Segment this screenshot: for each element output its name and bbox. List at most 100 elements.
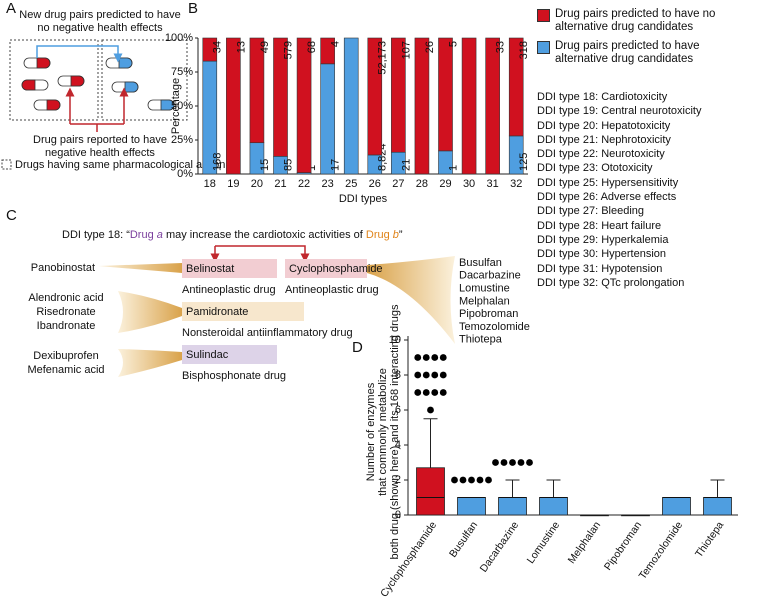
- x-tick-label: 29: [439, 178, 451, 190]
- outlier: [476, 476, 484, 484]
- outlier: [414, 371, 422, 379]
- count-label: 34: [212, 41, 224, 53]
- legend-label: Drug pairs predicted to have no alternat…: [555, 8, 716, 33]
- capsule-half: [46, 99, 61, 111]
- bar-segment: [461, 37, 477, 175]
- outlier: [414, 389, 422, 396]
- ddi-type: DDI type 25: Hypersensitivity: [537, 176, 679, 189]
- left-drug: Alendronic acid: [28, 292, 103, 304]
- bar-segment: [508, 37, 524, 137]
- legend-swatch: [537, 41, 550, 54]
- outlier: [492, 459, 499, 466]
- title-part: b: [393, 229, 399, 241]
- ddi-type: DDI type 19: Central neurotoxicity: [537, 105, 702, 118]
- bar-segment: [414, 37, 430, 175]
- x-tick-label: Cyclophosphamide: [378, 519, 439, 599]
- right-drug: Thiotepa: [459, 334, 503, 346]
- x-tick-label: 28: [416, 178, 428, 190]
- box: [457, 497, 486, 516]
- y-axis-title: both drug (shown here) and its 168 inter…: [389, 304, 401, 559]
- y-axis-title: that commonly metabolize: [377, 368, 389, 496]
- x-tick-label: Dacarbazine: [478, 519, 522, 574]
- legend-item: Drug pairs predicted to have alternative…: [537, 40, 751, 66]
- right-drug: Temozolomide: [459, 321, 530, 333]
- right-drug: Melphalan: [459, 295, 510, 307]
- left-drug: Ibandronate: [37, 320, 96, 332]
- count-label: 1: [306, 165, 318, 171]
- outlier: [517, 459, 525, 466]
- bar-segment: [226, 37, 241, 175]
- bar-segment: [202, 37, 218, 62]
- y-axis-title: Percentage: [170, 78, 182, 134]
- right-drug: Lomustine: [459, 283, 510, 295]
- ddi-type: DDI type 26: Adverse effects: [537, 191, 677, 204]
- bar-segment: [273, 37, 288, 157]
- red-arrow: [215, 245, 310, 263]
- x-tick-label: 31: [487, 178, 499, 190]
- funnel: [98, 263, 182, 273]
- bar-segment: [249, 37, 265, 144]
- panel-a-text: New drug pairs predicted to have: [19, 9, 180, 21]
- bar-segment: [438, 37, 453, 152]
- ddi-type: DDI type 18: Cardiotoxicity: [537, 91, 668, 103]
- outlier: [439, 389, 447, 396]
- ddi-type: DDI type 22: Neurotoxicity: [537, 148, 665, 161]
- y-tick-label: 8: [395, 369, 401, 381]
- count-label: 17: [330, 159, 342, 171]
- right-list: BusulfanDacarbazineLomustineMelphalanPip…: [459, 257, 530, 346]
- capsule-half: [36, 57, 51, 69]
- x-tick-label: 22: [298, 178, 310, 190]
- left-drug: Risedronate: [36, 306, 95, 318]
- count-label: 168: [212, 153, 224, 171]
- ddi-type: DDI type 29: Hyperkalemia: [537, 233, 669, 246]
- y-tick-label: 6: [395, 404, 401, 416]
- outlier: [526, 459, 533, 466]
- count-label: 318: [518, 41, 530, 59]
- outlier: [439, 371, 447, 379]
- ddi-type-list: DDI type 18: Cardiotoxicity DDI type 19: …: [537, 90, 701, 290]
- panel-label: C: [6, 207, 17, 224]
- outlier: [422, 354, 430, 361]
- outlier: [509, 459, 516, 466]
- capsules: [21, 57, 175, 111]
- y-tick-label: 50%: [171, 100, 193, 112]
- panel-a-text: no negative health effects: [37, 22, 163, 34]
- y-tick-label: 75%: [171, 66, 193, 78]
- count-label: 21: [400, 159, 412, 171]
- outlier: [431, 389, 439, 396]
- funnel: [118, 349, 182, 377]
- drug-box: [182, 302, 304, 321]
- title-part: Drug: [130, 229, 157, 241]
- count-label: 49: [259, 41, 271, 53]
- outlier: [500, 459, 508, 466]
- box: [498, 497, 527, 516]
- count-label: 5: [447, 41, 459, 47]
- outlier: [451, 476, 458, 484]
- x-tick-label: 21: [274, 178, 286, 190]
- count-label: 107: [400, 41, 412, 59]
- y-axis-title: Number of enzymes: [365, 382, 377, 481]
- capsule-half: [124, 81, 139, 93]
- funnel: [367, 256, 455, 344]
- title-part: a: [157, 229, 163, 241]
- panel-label: D: [352, 339, 363, 356]
- panel-label: A: [6, 0, 16, 17]
- x-tick-label: Busulfan: [447, 519, 480, 559]
- capsule-half: [118, 57, 133, 69]
- panel-a-text: Drug pairs reported to have: [33, 134, 167, 146]
- panel-c-title: DDI type 18: “Drug a may increase the ca…: [62, 229, 403, 241]
- y-tick-label: 0: [395, 509, 401, 521]
- legend-label: Drug pairs predicted to have alternative…: [555, 40, 700, 65]
- bar-segment: [343, 37, 359, 175]
- box: [662, 497, 691, 516]
- bar-segment: [296, 37, 312, 173]
- x-tick-label: Thiotepa: [693, 519, 726, 559]
- left-drug: Dexibuprofen: [33, 350, 98, 362]
- y-tick-label: 25%: [171, 134, 193, 146]
- count-label: 13: [235, 41, 247, 53]
- count-label: 26: [424, 41, 436, 53]
- bar-segment: [485, 37, 500, 175]
- outlier: [422, 371, 430, 379]
- ddi-type: DDI type 31: Hypotension: [537, 262, 663, 275]
